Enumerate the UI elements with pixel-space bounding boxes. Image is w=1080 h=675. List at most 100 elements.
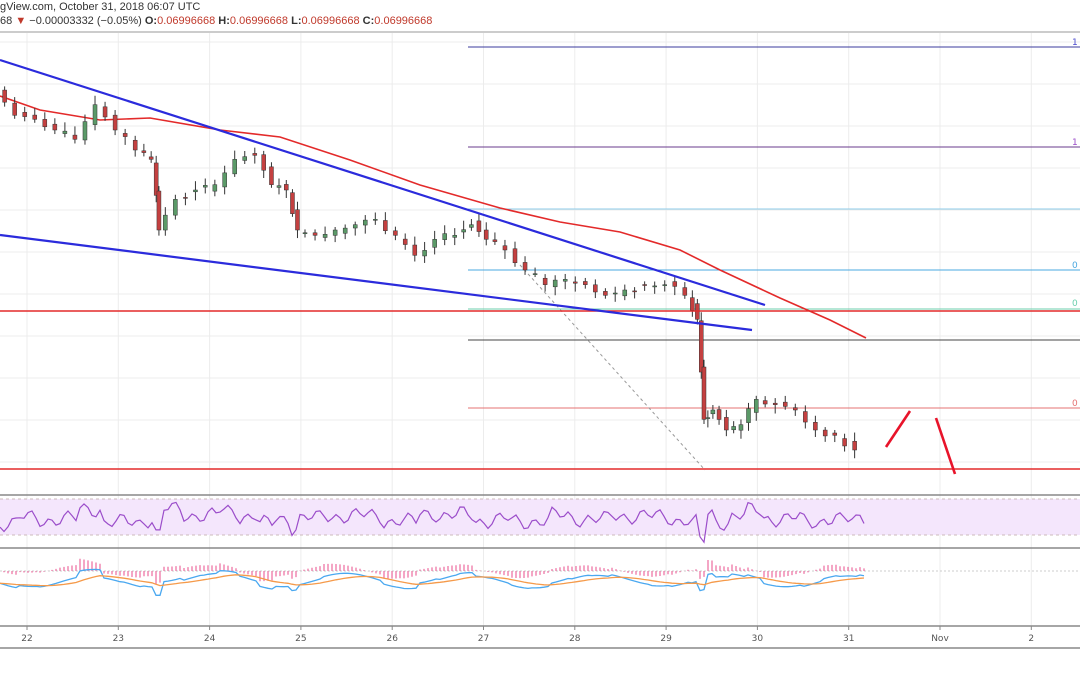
candle-body	[705, 417, 711, 419]
low-label: L:	[291, 15, 302, 27]
candle-body	[62, 130, 68, 134]
candle-body	[32, 114, 38, 120]
candle-body	[342, 227, 348, 234]
candle-body	[492, 239, 498, 242]
x-tick-label: 25	[295, 634, 306, 644]
fib-label: 1	[1072, 38, 1078, 48]
candle-body	[731, 426, 736, 431]
fib-trend-dashed-line	[519, 264, 706, 471]
rsi-band	[0, 499, 1080, 535]
candle-body	[82, 121, 88, 141]
candle-body	[622, 289, 628, 297]
candle-body	[132, 139, 138, 151]
candle-body	[793, 407, 798, 411]
candle-body	[252, 153, 258, 156]
candle-body	[203, 185, 208, 188]
candle-body	[552, 279, 558, 288]
candle-body	[593, 284, 598, 293]
candle-body	[173, 199, 178, 216]
close-label: C:	[362, 15, 375, 27]
source-text: gView.com, October 31, 2018 06:07 UTC	[0, 1, 201, 13]
x-tick-label: 27	[478, 634, 489, 644]
projection-up-arrow	[884, 410, 912, 448]
fib-label: 0	[1072, 299, 1078, 309]
low-value: 0.06996668	[301, 15, 360, 27]
candle-body	[242, 156, 248, 161]
down-arrow-icon: ▼	[15, 15, 27, 27]
candle-body	[502, 245, 508, 251]
candle-body	[803, 411, 808, 423]
signal-line	[0, 574, 865, 587]
candle-body	[422, 250, 427, 257]
candle-body	[312, 232, 318, 236]
moving-average-line	[0, 95, 867, 339]
x-tick-label: 30	[752, 634, 764, 644]
candle-body	[12, 102, 17, 116]
candle-body	[662, 284, 667, 286]
candle-body	[156, 190, 162, 231]
candle-body	[603, 291, 608, 296]
candle-body	[153, 162, 159, 196]
candle-body	[813, 422, 818, 431]
candle-body	[512, 248, 518, 264]
candle-body	[772, 402, 778, 405]
fib-levels: 1 1 0 0 0	[468, 38, 1080, 409]
chart-source-line: gView.com, October 31, 2018 06:07 UTC	[0, 1, 200, 13]
x-tick-label: 31	[843, 634, 854, 644]
candle-body	[642, 284, 647, 286]
x-tick-label: 23	[113, 634, 124, 644]
candle-body	[583, 281, 588, 285]
candle-body	[738, 424, 744, 431]
lower-trend-line	[0, 233, 753, 332]
candle-body	[724, 417, 729, 431]
candle-body	[363, 219, 368, 226]
high-value: 0.06996668	[229, 15, 289, 27]
candle-body	[222, 172, 227, 188]
candle-body	[710, 409, 716, 415]
candle-body	[542, 277, 548, 285]
candle-body	[573, 281, 578, 284]
candle-body	[122, 133, 128, 137]
candles	[2, 86, 857, 459]
candle-body	[322, 234, 328, 238]
candle-body	[373, 219, 378, 221]
candle-body	[452, 235, 457, 238]
candle-body	[782, 401, 788, 407]
candle-body	[690, 297, 695, 311]
candle-body	[832, 432, 838, 436]
x-tick-label: 28	[569, 634, 581, 644]
grid	[0, 33, 1080, 626]
candle-body	[632, 290, 637, 293]
fib-label: 0	[1072, 399, 1078, 409]
candle-body	[141, 150, 147, 153]
fib-label: 1	[1072, 138, 1078, 148]
candle-body	[232, 159, 237, 175]
candle-body	[532, 273, 538, 275]
close-value: 0.06996668	[374, 15, 433, 27]
x-tick-label: 2	[1028, 634, 1034, 644]
candle-body	[412, 244, 418, 256]
candle-body	[652, 285, 657, 288]
candle-body	[461, 229, 466, 233]
candle-body	[352, 224, 358, 229]
candle-body	[852, 441, 857, 451]
ohlc-line: 68 ▼ −0.00003332 (−0.05%) O:0.06996668 H…	[0, 15, 432, 27]
x-tick-label: 26	[386, 634, 398, 644]
candle-body	[72, 134, 78, 140]
last-price: 68	[0, 15, 13, 27]
macd-histogram	[3, 558, 865, 585]
candle-body	[612, 292, 618, 295]
x-tick-label: Nov	[931, 634, 949, 644]
rsi-line	[0, 501, 865, 544]
candle-body	[290, 192, 295, 214]
projection-down-arrow	[934, 417, 957, 475]
candle-body	[522, 262, 528, 271]
candle-body	[269, 166, 274, 185]
candle-body	[52, 123, 58, 131]
candle-body	[112, 114, 118, 131]
candle-body	[483, 229, 489, 240]
candle-body	[469, 224, 474, 228]
candle-body	[701, 366, 707, 420]
candle-body	[746, 408, 751, 423]
